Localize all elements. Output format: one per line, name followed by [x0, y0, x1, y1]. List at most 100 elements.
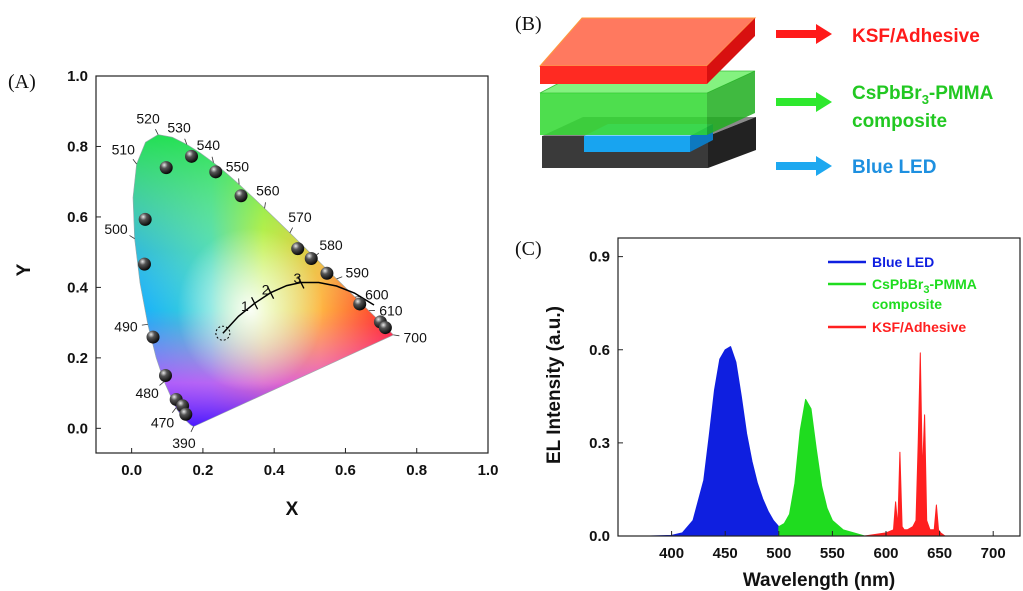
cie-y-tick-label: 0.2	[67, 350, 88, 367]
wavelength-tick	[159, 381, 165, 386]
wavelength-label: 480	[135, 385, 159, 401]
cie-x-tick-label: 0.2	[192, 462, 213, 479]
spectral-locus	[132, 134, 395, 427]
wavelength-tick	[289, 227, 293, 234]
cie-y-tick-label: 0.4	[67, 279, 89, 296]
led-front	[584, 136, 690, 152]
cie-y-tick-label: 0.6	[67, 209, 88, 226]
cie-data-point	[320, 266, 334, 280]
wavelength-tick	[184, 138, 188, 145]
spectrum-y-tick-label: 0.6	[589, 342, 610, 359]
legend-label-blue-led: Blue LED	[872, 254, 934, 270]
spectrum-x-tick-label: 400	[659, 545, 684, 562]
red-front	[540, 66, 707, 84]
panel-label-a: (A)	[8, 71, 36, 93]
spectrum-y-axis-label: EL Intensity (a.u.)	[544, 306, 565, 464]
cie-chart: 0.0 0.2 0.4 0.6 0.8 1.0 0.0 0.2 0.4 0.6 0.8 1.0 52…	[14, 68, 498, 520]
wavelength-label: 610	[379, 302, 403, 318]
cct-label: 3	[293, 270, 301, 286]
cie-data-point	[378, 321, 392, 335]
spectrum-x-axis-label: Wavelength (nm)	[743, 570, 895, 591]
red-side	[707, 18, 755, 84]
cie-points	[137, 149, 392, 421]
white-point-marker	[215, 325, 231, 341]
red-arrow-head	[816, 24, 832, 44]
spectrum-x-tick-label: 550	[820, 545, 845, 562]
blue-arrow	[776, 156, 832, 176]
wavelength-tick	[141, 324, 148, 326]
planckian-locus	[222, 281, 375, 334]
cie-data-point	[291, 242, 305, 256]
blue-arrow-shaft	[776, 162, 818, 170]
spectrum-area-series-1	[778, 398, 866, 537]
panel-label-c: (C)	[515, 238, 542, 260]
wavelength-tick	[155, 129, 159, 135]
cct-label: 2	[262, 281, 270, 297]
wavelength-tick	[393, 334, 400, 337]
spectrum-plot-frame	[617, 237, 1021, 537]
cie-y-tick-label: 1.0	[67, 68, 88, 85]
wavelength-label: 490	[114, 319, 138, 335]
wavelength-label: 560	[256, 182, 280, 198]
cie-plot-frame	[95, 75, 489, 454]
spectrum-y-tick-label: 0.9	[589, 249, 610, 266]
wavelength-label: 470	[151, 414, 175, 430]
legend-label-composite: CsPbBr3-PMMA	[872, 276, 977, 296]
wavelength-label: 530	[167, 120, 191, 136]
spectrum-y-tick-label: 0.0	[589, 528, 610, 545]
red-arrow-shaft	[776, 30, 818, 38]
spectrum-y-tick-label: 0.3	[589, 435, 610, 452]
cie-x-tick-label: 0.6	[335, 462, 356, 479]
wavelength-label: 390	[172, 435, 196, 451]
cie-x-axis-label: X	[286, 499, 299, 520]
wavelength-label: 580	[319, 237, 343, 253]
wavelength-label: 510	[112, 142, 136, 158]
cie-data-point	[234, 189, 248, 203]
red-layer	[538, 17, 757, 84]
cie-data-point	[138, 212, 152, 226]
green-front	[540, 93, 707, 135]
label-composite: composite	[852, 111, 947, 132]
spectrum-areas	[617, 346, 1021, 537]
cie-y-ticks: 0.0 0.2 0.4 0.6 0.8 1.0	[67, 68, 101, 437]
spectrum-x-tick-label: 500	[766, 545, 791, 562]
cct-label: 1	[241, 298, 249, 314]
spectrum-x-tick-label: 450	[713, 545, 738, 562]
cie-data-point	[137, 257, 151, 271]
wavelength-label: 700	[404, 330, 428, 346]
spectrum-x-ticks: 400 450 500 550 600 650 700	[659, 531, 1006, 562]
planckian-ticks	[251, 276, 305, 310]
wavelength-tick	[171, 407, 177, 413]
wavelength-tick	[336, 276, 343, 280]
blue-arrow-head	[816, 156, 832, 176]
spectrum-legend: Blue LED CsPbBr3-PMMA composite KSF/Adhe…	[828, 254, 977, 335]
wavelength-label: 590	[346, 264, 370, 280]
device-stack: KSF/Adhesive CsPbBr3-PMMA composite Blue…	[538, 17, 994, 178]
cie-data-point	[146, 330, 160, 344]
green-side	[707, 71, 755, 135]
green-arrow-shaft	[776, 98, 818, 106]
cie-x-tick-label: 0.4	[264, 462, 286, 479]
cie-data-point	[159, 161, 173, 175]
cie-y-axis-label: Y	[14, 263, 35, 276]
wavelength-tick	[190, 426, 194, 433]
label-blue-led: Blue LED	[852, 157, 936, 178]
wavelength-tick	[129, 235, 135, 239]
cct-tick	[267, 286, 275, 299]
wavelength-label: 550	[226, 158, 250, 174]
cie-data-point	[353, 297, 367, 311]
green-arrow-head	[816, 92, 832, 112]
wavelength-label: 500	[104, 221, 128, 237]
spectrum-area-series-0	[617, 346, 780, 537]
wavelength-label: 570	[288, 209, 312, 225]
wavelength-tick	[211, 156, 214, 163]
panel-label-b: (B)	[515, 13, 542, 35]
spectrum-x-tick-label: 600	[873, 545, 898, 562]
cie-y-tick-label: 0.8	[67, 138, 88, 155]
legend-label-ksf: KSF/Adhesive	[872, 319, 966, 335]
cie-x-tick-label: 0.0	[121, 462, 142, 479]
label-cspbbr3-composite: CsPbBr3-PMMA	[852, 83, 994, 107]
spectrum-x-tick-label: 650	[927, 545, 952, 562]
el-spectrum-chart: 400 450 500 550 600 650 700 0.0 0.3 0.6 0.9 Blue …	[544, 237, 1021, 591]
